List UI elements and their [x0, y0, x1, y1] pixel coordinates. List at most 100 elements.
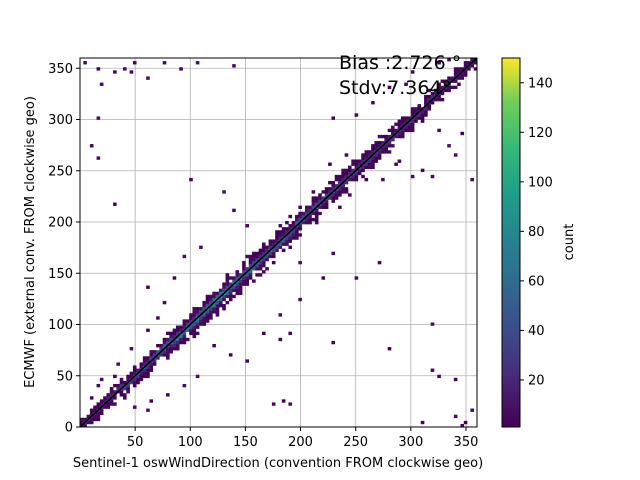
heatmap-cell: [96, 383, 101, 388]
heatmap-cell: [354, 174, 359, 179]
heatmap-cell: [331, 187, 336, 191]
heatmap-cell: [265, 254, 269, 259]
heatmap-cell: [351, 168, 355, 173]
heatmap-cell: [381, 147, 385, 151]
y-tick-label: 250: [48, 164, 73, 179]
heatmap-cell: [295, 217, 299, 222]
heatmap-cell: [440, 97, 445, 102]
heatmap-cell: [199, 310, 203, 314]
heatmap-cell: [205, 310, 210, 314]
heatmap-cell: [331, 193, 336, 197]
x-tick-label: 300: [398, 435, 423, 450]
colorbar-tick-label: 120: [528, 126, 553, 141]
heatmap-cell: [321, 276, 326, 280]
heatmap-cell: [331, 199, 336, 203]
heatmap-cell: [103, 399, 107, 403]
heatmap-cell: [156, 343, 160, 348]
heatmap-cell: [132, 371, 137, 376]
heatmap-cell: [172, 334, 177, 339]
heatmap-cell: [387, 347, 392, 351]
heatmap-cell: [374, 147, 379, 151]
heatmap-cell: [103, 396, 107, 400]
heatmap-cell: [192, 316, 197, 320]
heatmap-cell: [245, 359, 250, 363]
heatmap-cell: [390, 144, 395, 148]
heatmap-cell: [301, 220, 306, 225]
heatmap-cell: [410, 113, 415, 117]
heatmap-cell: [324, 202, 329, 206]
heatmap-cell: [347, 168, 352, 173]
heatmap-cell: [387, 141, 392, 145]
heatmap-cell: [324, 190, 329, 194]
heatmap-cell: [281, 230, 286, 234]
heatmap-cell: [288, 245, 293, 249]
heatmap-cell: [123, 393, 127, 397]
colorbar-tick-label: 100: [528, 175, 553, 190]
heatmap-cell: [453, 85, 458, 90]
heatmap-cell: [189, 331, 193, 336]
heatmap-cell: [242, 264, 246, 268]
heatmap-cell: [328, 187, 332, 191]
heatmap-cell: [242, 282, 246, 286]
heatmap-cell: [318, 205, 322, 209]
heatmap-cell: [328, 181, 332, 185]
heatmap-cell: [381, 150, 385, 154]
heatmap-cell: [470, 58, 474, 62]
heatmap-cell: [195, 313, 200, 317]
heatmap-cell: [278, 233, 283, 237]
heatmap-cell: [390, 137, 395, 142]
heatmap-cell: [179, 325, 183, 329]
heatmap-cell: [149, 362, 154, 366]
heatmap-cell: [420, 420, 425, 425]
heatmap-cell: [414, 116, 418, 120]
heatmap-cell: [86, 414, 91, 419]
heatmap-cell: [311, 199, 316, 203]
heatmap-cell: [209, 294, 213, 299]
heatmap-cell: [232, 276, 236, 280]
heatmap-cell: [304, 205, 309, 209]
heatmap-cell: [334, 177, 339, 182]
heatmap-cell: [390, 125, 395, 130]
heatmap-cell: [410, 107, 415, 111]
heatmap-cell: [341, 168, 345, 173]
heatmap-cell: [248, 276, 253, 280]
heatmap-cell: [209, 316, 213, 320]
heatmap-cell: [172, 340, 177, 345]
heatmap-cell: [139, 374, 144, 379]
heatmap-cell: [417, 113, 422, 117]
heatmap-cell: [351, 162, 355, 166]
x-axis-label: Sentinel-1 oswWindDirection (convention …: [73, 456, 483, 471]
heatmap-cell: [275, 239, 279, 243]
heatmap-cell: [209, 300, 213, 305]
heatmap-cell: [334, 190, 339, 194]
heatmap-cell: [96, 116, 101, 120]
heatmap-cell: [410, 119, 415, 123]
heatmap-cell: [209, 297, 213, 302]
heatmap-cell: [192, 322, 197, 326]
heatmap-cell: [192, 331, 197, 336]
heatmap-cell: [96, 402, 101, 406]
heatmap-cell: [258, 254, 263, 259]
heatmap-cell: [427, 94, 431, 99]
heatmap-cell: [199, 245, 203, 249]
heatmap-cell: [308, 214, 312, 219]
heatmap-cell: [311, 190, 316, 194]
heatmap-cell: [447, 144, 451, 148]
heatmap-cell: [245, 254, 250, 259]
heatmap-cell: [212, 310, 216, 314]
heatmap-cell: [427, 88, 431, 93]
heatmap-cell: [357, 168, 362, 173]
heatmap-cell: [96, 156, 101, 160]
heatmap-cell: [288, 224, 293, 228]
heatmap-cell: [136, 380, 140, 385]
heatmap-cell: [189, 316, 193, 320]
heatmap-cell: [99, 411, 104, 415]
heatmap-cell: [324, 205, 329, 209]
heatmap-cell: [334, 174, 339, 179]
heatmap-cell: [172, 276, 177, 280]
heatmap-cell: [324, 199, 329, 203]
heatmap-cell: [235, 285, 240, 289]
heatmap-cell: [255, 254, 259, 259]
heatmap-cell: [281, 233, 286, 237]
heatmap-cell: [344, 171, 349, 176]
